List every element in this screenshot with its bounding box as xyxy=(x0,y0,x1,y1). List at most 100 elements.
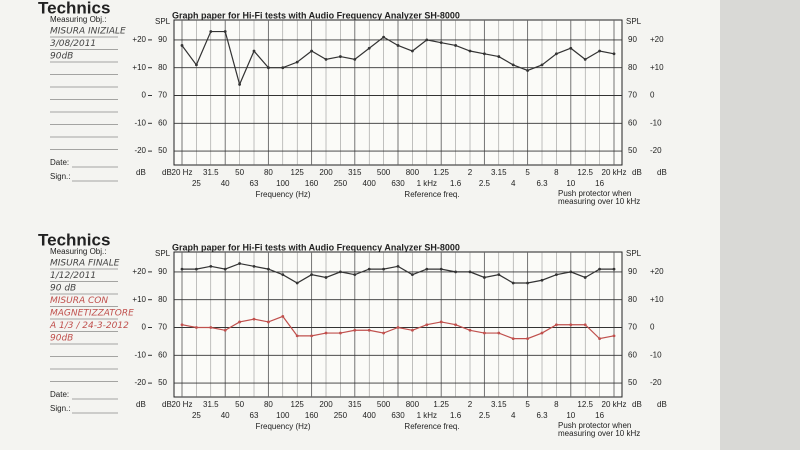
x-tick-label: 1.6 xyxy=(450,411,462,420)
response-point xyxy=(324,276,328,279)
response-point xyxy=(310,334,313,338)
x-tick-label: 50 xyxy=(235,400,244,409)
x-tick-label: 500 xyxy=(377,168,391,177)
response-point xyxy=(526,281,529,285)
response-point xyxy=(555,273,558,277)
y-tick-label-right: 50 xyxy=(628,378,637,387)
y2-tick-label-right: +20 xyxy=(650,35,664,44)
x-tick-label: 125 xyxy=(291,168,305,177)
response-point xyxy=(339,55,342,58)
response-point xyxy=(353,273,357,277)
response-point xyxy=(454,323,457,327)
response-point xyxy=(310,273,313,277)
response-point xyxy=(238,262,242,265)
y2-tick-label: 0 xyxy=(142,91,147,100)
y2-tick-label: +20 xyxy=(132,35,146,44)
x-tick-label: 6.3 xyxy=(536,411,548,420)
response-point xyxy=(353,328,357,332)
y-tick-label: 80 xyxy=(158,295,167,304)
date-label: Date: xyxy=(50,158,69,167)
response-point xyxy=(411,273,414,277)
spl-label-right: SPL xyxy=(626,249,642,258)
response-point xyxy=(612,267,616,271)
brand: Technics xyxy=(38,0,110,17)
response-point xyxy=(468,49,472,53)
response-point xyxy=(324,331,328,335)
x-tick-label: 80 xyxy=(264,400,273,409)
db-label: dB xyxy=(136,400,146,409)
chart-title: Graph paper for Hi-Fi tests with Audio F… xyxy=(172,10,460,20)
x-tick-label: 200 xyxy=(319,400,333,409)
reference-label: Reference freq. xyxy=(404,422,459,431)
response-point xyxy=(526,69,529,72)
x-tick-label: 40 xyxy=(221,411,230,420)
response-point xyxy=(367,328,371,332)
response-point xyxy=(295,60,299,64)
response-point xyxy=(598,49,601,53)
db-label: dB xyxy=(657,168,667,177)
response-point xyxy=(295,281,299,285)
x-tick-label: 1 kHz xyxy=(417,179,437,188)
x-tick-label: 630 xyxy=(391,179,405,188)
response-point xyxy=(497,331,501,335)
x-tick-label: 20 Hz xyxy=(172,400,193,409)
response-point xyxy=(483,276,486,279)
response-point xyxy=(339,270,342,274)
response-point xyxy=(238,82,242,86)
y-tick-label: 90 xyxy=(158,267,167,276)
measuring-label: Measuring Obj.: xyxy=(50,247,106,256)
y2-tick-label-right: +10 xyxy=(650,63,664,72)
response-point xyxy=(281,314,285,318)
x-tick-label: 16 xyxy=(595,179,604,188)
response-point xyxy=(252,317,256,321)
x-tick-label: 3.15 xyxy=(491,400,507,409)
x-tick-label: 6.3 xyxy=(536,179,548,188)
x-tick-label: 63 xyxy=(250,179,259,188)
response-point xyxy=(339,331,342,335)
response-point xyxy=(252,264,256,268)
response-point xyxy=(569,323,573,327)
handwritten-note: MISURA INIZIALE xyxy=(50,27,126,37)
x-tick-label: 31.5 xyxy=(203,400,219,409)
x-tick-label: 20 Hz xyxy=(172,168,193,177)
response-point xyxy=(439,267,443,271)
y2-tick-label-right: +10 xyxy=(650,295,664,304)
response-point xyxy=(526,337,529,341)
x-tick-label: 400 xyxy=(363,411,377,420)
y-tick-label-right: 80 xyxy=(628,63,637,72)
protector-note: Push protector when xyxy=(558,189,631,198)
response-point xyxy=(425,38,429,42)
y-tick-label-right: 80 xyxy=(628,295,637,304)
sign-label: Sign.: xyxy=(50,404,70,413)
sign-label: Sign.: xyxy=(50,172,70,181)
response-point xyxy=(540,63,544,67)
y-tick-label-right: 90 xyxy=(628,267,637,276)
x-tick-label: 800 xyxy=(406,400,420,409)
response-point xyxy=(583,276,587,279)
spl-label: SPL xyxy=(155,17,171,26)
spl-label-right: SPL xyxy=(626,17,642,26)
x-tick-label: 1 kHz xyxy=(417,411,437,420)
x-tick-label: 800 xyxy=(406,168,420,177)
x-tick-label: 100 xyxy=(276,179,290,188)
db-label: dB xyxy=(162,400,172,409)
response-point xyxy=(411,49,414,53)
y-tick-label: 70 xyxy=(158,91,167,100)
response-point xyxy=(195,63,198,67)
y2-tick-label: -10 xyxy=(134,118,146,127)
measuring-label: Measuring Obj.: xyxy=(50,15,106,24)
response-point xyxy=(180,44,184,47)
response-point xyxy=(396,326,400,329)
response-point xyxy=(281,66,285,70)
y2-tick-label-right: +20 xyxy=(650,267,664,276)
y-tick-label: 60 xyxy=(158,118,167,127)
response-point xyxy=(367,46,371,50)
y2-tick-label-right: 0 xyxy=(650,91,655,100)
x-tick-label: 4 xyxy=(511,411,516,420)
x-tick-label: 2.5 xyxy=(479,179,491,188)
spl-label: SPL xyxy=(155,249,171,258)
x-tick-label: 31.5 xyxy=(203,168,219,177)
protector-note: measuring over 10 kHz xyxy=(558,429,640,438)
response-point xyxy=(583,57,587,61)
response-point xyxy=(468,328,472,332)
